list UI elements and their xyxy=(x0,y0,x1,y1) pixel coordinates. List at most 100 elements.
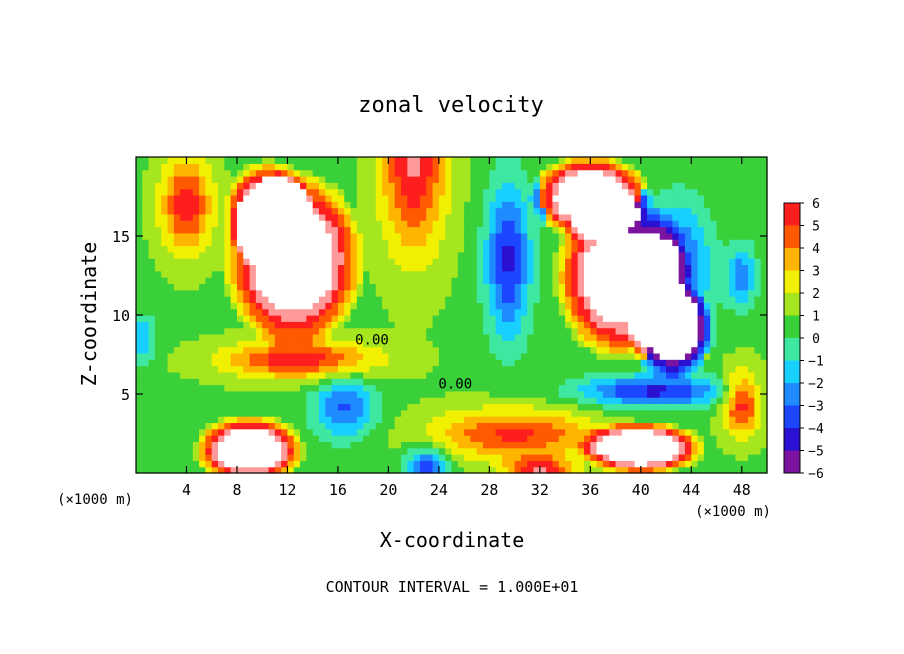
heatmap-cell xyxy=(262,302,270,310)
heatmap-cell xyxy=(546,428,554,436)
heatmap-cell xyxy=(432,422,440,430)
heatmap-cell xyxy=(609,169,617,177)
heatmap-cell xyxy=(729,340,737,348)
heatmap-cell xyxy=(192,409,200,417)
heatmap-cell xyxy=(647,296,655,303)
heatmap-cell xyxy=(552,441,560,449)
heatmap-cell xyxy=(344,460,352,468)
heatmap-cell xyxy=(363,460,371,468)
heatmap-cell xyxy=(457,213,465,221)
heatmap-cell xyxy=(249,327,257,335)
heatmap-cell xyxy=(426,207,434,215)
heatmap-cell xyxy=(577,422,585,430)
heatmap-cell xyxy=(514,340,522,348)
heatmap-cell xyxy=(236,422,244,430)
heatmap-cell xyxy=(571,327,579,335)
heatmap-cell xyxy=(748,416,755,424)
heatmap-cell xyxy=(539,277,547,284)
heatmap-cell xyxy=(539,251,547,259)
heatmap-cell xyxy=(350,308,358,316)
heatmap-cell xyxy=(445,346,453,354)
heatmap-cell xyxy=(464,251,472,259)
heatmap-cell xyxy=(268,333,276,341)
heatmap-cell xyxy=(161,416,169,424)
heatmap-cell xyxy=(533,220,541,228)
heatmap-cell xyxy=(236,327,244,335)
heatmap-cell xyxy=(470,416,478,424)
heatmap-cell xyxy=(722,226,730,234)
heatmap-cell xyxy=(161,352,169,360)
heatmap-cell xyxy=(375,232,383,240)
heatmap-cell xyxy=(697,201,705,209)
heatmap-cell xyxy=(230,384,238,392)
heatmap-cell xyxy=(691,308,699,316)
heatmap-cell xyxy=(590,321,598,329)
heatmap-cell xyxy=(243,245,251,253)
heatmap-cell xyxy=(306,327,314,335)
heatmap-cell xyxy=(274,245,282,253)
heatmap-cell xyxy=(325,378,333,386)
heatmap-cell xyxy=(514,251,522,259)
heatmap-cell xyxy=(495,251,503,259)
heatmap-cell xyxy=(432,201,440,209)
heatmap-cell xyxy=(729,302,737,310)
heatmap-cell xyxy=(426,188,434,196)
heatmap-cell xyxy=(325,403,333,411)
heatmap-cell xyxy=(527,352,535,360)
heatmap-cell xyxy=(281,213,289,221)
heatmap-cell xyxy=(180,182,188,190)
heatmap-cell xyxy=(401,258,408,266)
heatmap-cell xyxy=(394,416,402,424)
heatmap-cell xyxy=(306,454,314,461)
heatmap-cell xyxy=(754,296,762,303)
heatmap-cell xyxy=(565,270,572,278)
heatmap-cell xyxy=(628,384,636,392)
heatmap-cell xyxy=(318,371,326,379)
heatmap-cell xyxy=(186,346,194,354)
heatmap-cell xyxy=(703,157,711,164)
heatmap-cell xyxy=(337,435,345,442)
heatmap-cell xyxy=(199,270,207,278)
heatmap-cell xyxy=(716,188,724,196)
heatmap-cell xyxy=(426,428,434,436)
heatmap-cell xyxy=(287,188,295,196)
heatmap-cell xyxy=(489,359,497,367)
heatmap-cell xyxy=(577,378,585,386)
heatmap-cell xyxy=(186,289,194,297)
heatmap-cell xyxy=(293,194,301,202)
heatmap-cell xyxy=(571,213,579,221)
heatmap-cell xyxy=(647,277,655,284)
heatmap-cell xyxy=(691,207,699,215)
heatmap-cell xyxy=(590,239,598,247)
heatmap-cell xyxy=(413,346,421,354)
heatmap-cell xyxy=(230,447,238,455)
heatmap-cell xyxy=(508,441,516,449)
heatmap-cell xyxy=(205,333,213,341)
heatmap-cell xyxy=(224,365,232,373)
heatmap-cell xyxy=(501,157,509,164)
heatmap-cell xyxy=(647,371,655,379)
heatmap-cell xyxy=(640,390,648,398)
heatmap-cell xyxy=(148,169,156,177)
heatmap-cell xyxy=(621,296,629,303)
heatmap-cell xyxy=(293,422,301,430)
heatmap-cell xyxy=(546,315,554,322)
heatmap-cell xyxy=(236,466,244,474)
heatmap-cell xyxy=(325,188,333,196)
heatmap-cell xyxy=(520,378,528,386)
heatmap-cell xyxy=(483,201,490,209)
heatmap-cell xyxy=(754,422,762,430)
heatmap-cell xyxy=(716,182,724,190)
heatmap-cell xyxy=(375,157,383,164)
heatmap-cell xyxy=(325,441,333,449)
heatmap-cell xyxy=(211,466,219,474)
heatmap-cell xyxy=(659,163,667,171)
heatmap-cell xyxy=(508,201,516,209)
heatmap-cell xyxy=(703,302,711,310)
heatmap-cell xyxy=(754,333,762,341)
heatmap-cell xyxy=(363,201,371,209)
heatmap-cell xyxy=(363,454,371,461)
heatmap-cell xyxy=(218,441,225,449)
heatmap-cell xyxy=(388,207,396,215)
heatmap-cell xyxy=(710,365,718,373)
